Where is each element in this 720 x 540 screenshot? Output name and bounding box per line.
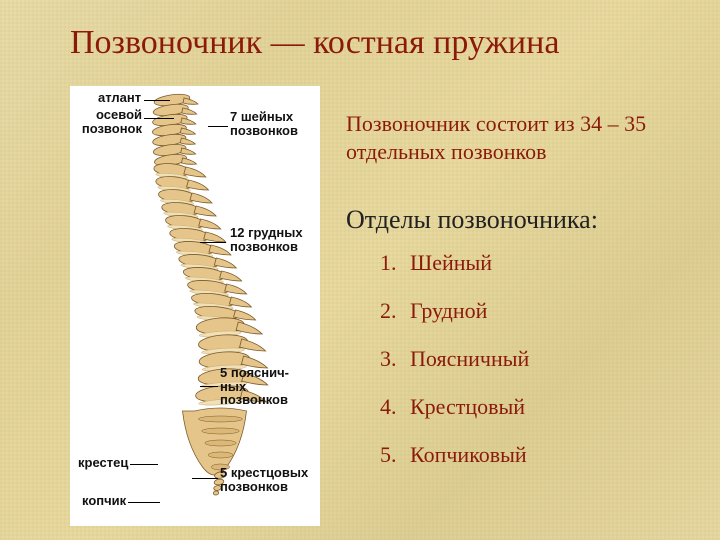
section-item: 1.Шейный	[380, 250, 529, 276]
leader-atlas	[144, 100, 170, 101]
leader-lumbar	[200, 386, 218, 387]
section-label: Шейный	[410, 250, 492, 275]
sections-header: Отделы позвоночника:	[346, 205, 598, 235]
label-sacrum: крестец	[78, 456, 128, 470]
section-item: 5.Копчиковый	[380, 442, 529, 468]
sections-list: 1.Шейный 2.Грудной 3.Поясничный 4.Крестц…	[380, 250, 529, 490]
intro-text: Позвоночник состоит из 34 – 35 отдельных…	[346, 110, 676, 165]
label-coccyx: копчик	[82, 494, 126, 508]
section-label: Поясничный	[410, 346, 529, 371]
label-atlas: атлант	[98, 91, 141, 105]
section-item: 2.Грудной	[380, 298, 529, 324]
section-num: 2.	[380, 298, 410, 324]
label-thoracic: 12 грудныхпозвонков	[230, 226, 303, 253]
leader-axis	[144, 118, 174, 119]
label-cervical: 7 шейныхпозвонков	[230, 110, 298, 137]
label-axis: осевойпозвонок	[80, 108, 142, 135]
section-label: Крестцовый	[410, 394, 525, 419]
leader-sacrum	[130, 464, 158, 465]
section-num: 4.	[380, 394, 410, 420]
section-num: 1.	[380, 250, 410, 276]
section-num: 3.	[380, 346, 410, 372]
section-item: 4.Крестцовый	[380, 394, 529, 420]
leader-sacral	[192, 478, 218, 479]
leader-cervical	[208, 126, 228, 127]
section-num: 5.	[380, 442, 410, 468]
leader-coccyx	[128, 502, 160, 503]
page-title: Позвоночник — костная пружина	[70, 24, 559, 62]
spine-figure: атлант осевойпозвонок крестец копчик 7 ш…	[70, 86, 320, 526]
section-label: Копчиковый	[410, 442, 527, 467]
section-item: 3.Поясничный	[380, 346, 529, 372]
label-lumbar: 5 пояснич-ныхпозвонков	[220, 366, 289, 407]
section-label: Грудной	[410, 298, 487, 323]
label-sacral: 5 крестцовыхпозвонков	[220, 466, 308, 493]
leader-thoracic	[200, 242, 226, 243]
